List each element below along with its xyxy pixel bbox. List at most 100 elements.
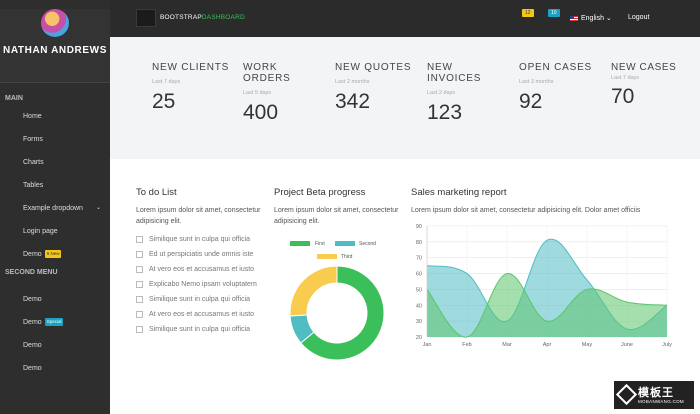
- brand-logo[interactable]: [136, 9, 156, 27]
- todo-list: Similique sunt in culpa qui officia Ed u…: [136, 234, 264, 339]
- y-tick-label: 90: [416, 224, 422, 230]
- doughnut-slice-third: [289, 265, 338, 317]
- top-bar: BOOTSTRAPDASHBOARD 12 10 English ⌄ Logou…: [110, 0, 700, 37]
- sidebar-item-charts[interactable]: Charts: [0, 151, 110, 174]
- sidebar-item-demo[interactable]: Demo: [0, 357, 110, 380]
- todo-checkbox[interactable]: [136, 296, 143, 303]
- stats-bar: NEW CLIENTS Last 7 days 25 WORK ORDERS L…: [110, 37, 700, 159]
- avatar[interactable]: [41, 9, 69, 37]
- sales-title: Sales marketing report: [411, 187, 507, 198]
- x-tick-label: July: [662, 342, 672, 348]
- todo-checkbox[interactable]: [136, 266, 143, 273]
- y-tick-label: 20: [416, 335, 422, 341]
- profile-block: NATHAN ANDREWS: [0, 9, 110, 83]
- sidebar-item-tables[interactable]: Tables: [0, 174, 110, 197]
- legend-label-first: First: [315, 241, 325, 247]
- sidebar: NATHAN ANDREWS MAIN Home Forms Charts Ta…: [0, 0, 110, 414]
- logout-link[interactable]: Logout: [628, 14, 650, 21]
- sidebar-item-label: Home: [23, 113, 42, 120]
- sidebar-item-label: Demo: [23, 319, 42, 326]
- message-badge[interactable]: 10: [548, 9, 560, 17]
- area-fill-series-2: [427, 273, 667, 338]
- doughnut-slice-first: [300, 265, 385, 361]
- todo-item[interactable]: At vero eos et accusamus et iusto: [136, 309, 264, 320]
- new-badge: 6 New: [44, 250, 62, 259]
- sidebar-item-label: Demo: [23, 296, 42, 303]
- stat-value: 400: [243, 101, 279, 124]
- todo-checkbox[interactable]: [136, 236, 143, 243]
- chevron-down-icon: ⌄: [605, 15, 612, 22]
- area-line-series-2: [426, 273, 668, 338]
- sidebar-item-demo[interactable]: Demo: [0, 334, 110, 357]
- stat-value: 25: [152, 90, 176, 113]
- todo-checkbox[interactable]: [136, 311, 143, 318]
- user-name: NATHAN ANDREWS: [3, 45, 107, 56]
- sidebar-item-label: Tables: [23, 182, 44, 189]
- todo-text: Similique sunt in culpa qui officia: [149, 236, 251, 243]
- todo-checkbox[interactable]: [136, 281, 143, 288]
- sidebar-item-login-page[interactable]: Login page: [0, 220, 110, 243]
- stat-new-clients: NEW CLIENTS Last 7 days 25: [152, 62, 232, 114]
- stat-title: NEW INVOICES: [427, 62, 482, 84]
- sidebar-item-demo[interactable]: Demo Special: [0, 311, 110, 334]
- todo-item[interactable]: Explicabo Nemo ipsam voluptatem: [136, 279, 264, 290]
- todo-checkbox[interactable]: [136, 326, 143, 333]
- special-badge: Special: [44, 318, 64, 327]
- watermark-logo: 模板王 MOBANWANG.COM: [614, 381, 694, 409]
- main-heading: MAIN: [5, 95, 23, 102]
- sidebar-item-example-dropdown[interactable]: Example dropdown ⌄: [0, 197, 110, 220]
- legend-swatch-third: [317, 254, 337, 259]
- stat-new-cases: NEW CASES Last 7 days 70: [611, 62, 691, 109]
- legend-label-second: Second: [359, 241, 376, 247]
- logo-icon: [615, 383, 638, 406]
- stat-period: Last 5 days: [243, 90, 272, 96]
- y-tick-label: 80: [416, 240, 422, 246]
- stat-period: Last 3 months: [519, 79, 554, 85]
- todo-item[interactable]: Similique sunt in culpa qui officia: [136, 234, 264, 245]
- sidebar-item-label: Example dropdown: [23, 205, 83, 212]
- stat-title: NEW CASES: [611, 62, 677, 73]
- legend-label-third: Third: [341, 254, 353, 260]
- todo-checkbox[interactable]: [136, 251, 143, 258]
- uk-flag-icon: [570, 15, 578, 21]
- sidebar-item-label: Charts: [23, 159, 44, 166]
- sidebar-item-label: Demo: [23, 342, 42, 349]
- todo-item[interactable]: Similique sunt in culpa qui officia: [136, 294, 264, 305]
- y-tick-label: 60: [416, 272, 422, 278]
- stat-value: 342: [335, 90, 371, 113]
- x-tick-label: Feb: [462, 342, 471, 348]
- brand-name[interactable]: BOOTSTRAPDASHBOARD: [160, 14, 245, 21]
- sidebar-item-home[interactable]: Home: [0, 105, 110, 128]
- sidebar-item-label: Forms: [23, 136, 43, 143]
- sidebar-item-label: Demo: [23, 365, 42, 372]
- x-tick-label: Apr: [543, 342, 552, 348]
- y-tick-label: 40: [416, 303, 422, 309]
- stat-value: 123: [427, 101, 463, 124]
- brand-suffix: DASHBOARD: [201, 14, 245, 21]
- sidebar-item-demo[interactable]: Demo 6 New: [0, 243, 110, 266]
- stat-period: Last 2 months: [335, 79, 370, 85]
- stat-new-invoices: NEW INVOICES Last 2 days 123: [427, 62, 507, 125]
- stat-title: WORK ORDERS: [243, 62, 291, 84]
- stat-work-orders: WORK ORDERS Last 5 days 400: [243, 62, 323, 125]
- stat-title: NEW QUOTES: [335, 62, 412, 73]
- notification-badge[interactable]: 12: [522, 9, 534, 17]
- sidebar-item-demo[interactable]: Demo: [0, 288, 110, 311]
- sidebar-item-label: Login page: [23, 228, 58, 235]
- todo-item[interactable]: Similique sunt in culpa qui officia: [136, 324, 264, 335]
- todo-text: Ed ut perspiciatis unde omnis iste: [149, 251, 254, 258]
- y-tick-label: 50: [416, 287, 422, 293]
- watermark-title: 模板王: [638, 387, 674, 399]
- legend-swatch-second: [335, 241, 355, 246]
- progress-doughnut-chart: [289, 265, 385, 361]
- sidebar-item-label: Demo: [23, 251, 42, 258]
- legend-swatch-first: [290, 241, 310, 246]
- todo-item[interactable]: Ed ut perspiciatis unde omnis iste: [136, 249, 264, 260]
- language-selector[interactable]: English ⌄: [570, 14, 612, 22]
- sales-area-chart: 20 30 40 50 60 70 80 90 Jan Feb Mar Apr May June July: [416, 224, 672, 348]
- todo-item[interactable]: At vero eos et accusamus et iusto: [136, 264, 264, 275]
- stat-title: NEW CLIENTS: [152, 62, 230, 73]
- sidebar-item-forms[interactable]: Forms: [0, 128, 110, 151]
- progress-description: Lorem ipsum dolor sit amet, consectetur …: [274, 207, 399, 225]
- stat-period: Last 7 days: [152, 79, 181, 85]
